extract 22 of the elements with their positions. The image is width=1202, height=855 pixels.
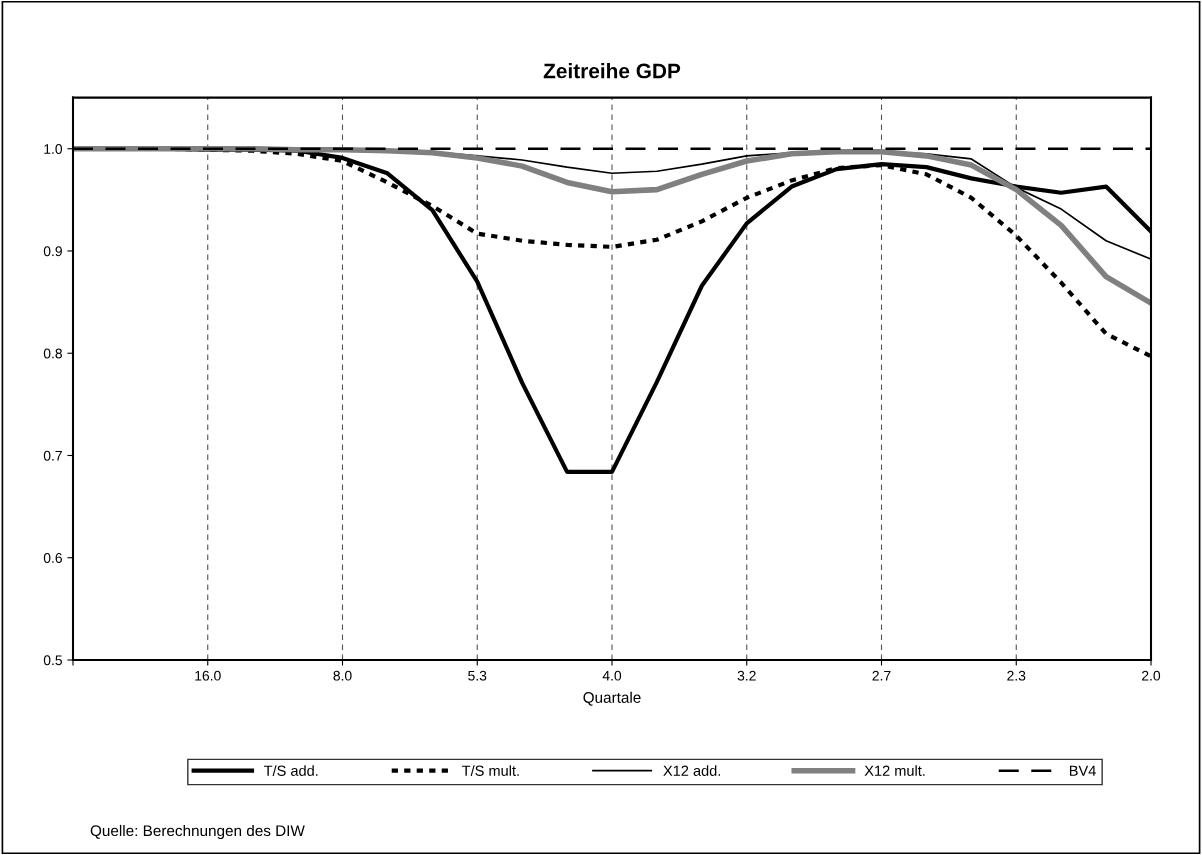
x-tick-label: 4.0 [602, 670, 622, 681]
y-tick-label: 0.6 [43, 553, 62, 563]
legend-label: X12 add. [663, 765, 721, 776]
x-tick-label: 3.2 [737, 670, 756, 681]
x-tick-label: 5.3 [468, 670, 487, 681]
source-note: Quelle: Berechnungen des DIW [90, 824, 305, 840]
legend-label: X12 mult. [864, 765, 925, 776]
x-tick-label: 2.0 [1142, 670, 1161, 681]
y-tick-label: 0.8 [43, 348, 62, 359]
x-tick-label: 2.3 [1007, 670, 1026, 681]
y-tick-label: 0.9 [43, 246, 62, 257]
chart-title: Zeitreihe GDP [543, 63, 681, 79]
x-tick-label: 2.7 [872, 670, 891, 681]
y-tick-label: 0.7 [43, 450, 62, 461]
x-axis-title: Quartale [583, 691, 641, 706]
y-tick-label: 0.5 [43, 655, 62, 666]
legend-label: BV4 [1069, 765, 1096, 776]
y-tick-label: 1.0 [44, 144, 63, 154]
legend-label: T/S add. [264, 765, 318, 776]
x-tick-label: 16.0 [195, 670, 221, 681]
legend-label: T/S mult. [462, 765, 519, 776]
x-tick-label: 8.0 [333, 670, 352, 681]
